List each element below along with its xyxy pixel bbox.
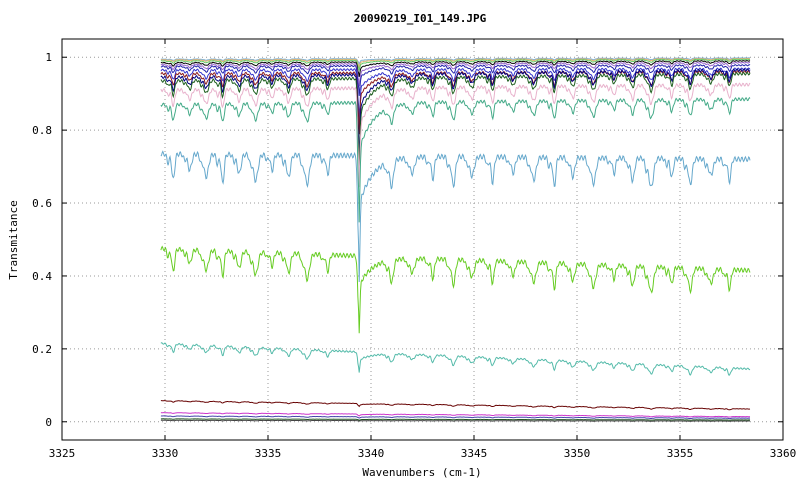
- y-tick-label: 0: [45, 416, 52, 429]
- x-tick-label: 3345: [461, 447, 488, 460]
- y-tick-label: 1: [45, 51, 52, 64]
- series-line: [160, 64, 751, 96]
- series-line: [160, 342, 751, 377]
- series-line: [160, 400, 751, 411]
- series-line: [160, 415, 750, 420]
- x-tick-label: 3325: [49, 447, 76, 460]
- y-axis-label: Transmitance: [7, 200, 20, 279]
- series-line: [160, 245, 751, 334]
- series-line: [160, 412, 751, 418]
- series-line: [160, 57, 751, 66]
- series-line: [160, 150, 751, 283]
- x-tick-label: 3355: [667, 447, 694, 460]
- y-tick-label: 0.6: [32, 197, 52, 210]
- y-tick-label: 0.8: [32, 124, 52, 137]
- series-group: [160, 57, 751, 422]
- y-tick-label: 0.4: [32, 270, 52, 283]
- grid: [62, 39, 783, 440]
- series-line: [160, 82, 751, 188]
- series-line: [160, 96, 751, 223]
- x-axis-label: Wavenumbers (cm-1): [362, 466, 481, 479]
- series-line: [160, 419, 751, 422]
- series-line: [160, 71, 751, 174]
- series-line: [160, 61, 751, 87]
- series-line: [160, 60, 751, 77]
- series-line: [160, 418, 751, 421]
- x-tick-label: 3335: [255, 447, 282, 460]
- series-line: [160, 58, 751, 71]
- chart-title: 20090219_I01_149.JPG: [354, 12, 487, 25]
- series-line: [160, 57, 750, 69]
- x-tick-label: 3350: [564, 447, 591, 460]
- series-line: [160, 67, 751, 121]
- y-tick-label: 0.2: [32, 343, 52, 356]
- series-line: [160, 68, 751, 161]
- plot-frame: [61, 38, 784, 441]
- axis-ticks: 3325 3330 3335 3340 3345 3350 3355 3360 0 0.2 0.4 0…: [32, 39, 796, 460]
- x-tick-label: 3340: [358, 447, 385, 460]
- x-tick-label: 3360: [770, 447, 797, 460]
- x-tick-label: 3330: [152, 447, 179, 460]
